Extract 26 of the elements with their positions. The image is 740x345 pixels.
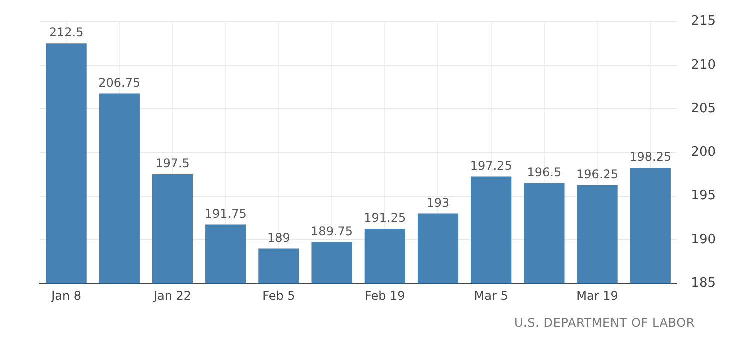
y-tick-label: 195 (691, 188, 716, 204)
x-tick-label: Mar 19 (576, 288, 618, 303)
data-label: 191.75 (204, 206, 247, 221)
y-tick-label: 205 (691, 101, 716, 116)
x-tick-label: Jan 22 (152, 288, 192, 303)
data-label: 189.75 (311, 224, 354, 238)
y-tick-label: 185 (691, 276, 716, 291)
data-label: 197.5 (156, 156, 190, 171)
y-tick-label: 215 (691, 14, 716, 30)
text: U.S. DEPARTMENT OF LABOR (514, 316, 695, 330)
data-label: 191.25 (364, 211, 406, 226)
y-tick-label: 190 (691, 232, 716, 248)
data-label: 196.25 (576, 168, 619, 182)
x-tick-label: Feb 5 (262, 288, 296, 303)
data-label: 197.25 (470, 158, 512, 173)
data-label: 212.5 (49, 26, 84, 40)
x-tick-label: Mar 5 (474, 288, 508, 303)
data-label: 189 (267, 230, 290, 245)
data-label: 193 (426, 196, 450, 210)
data-label: 196.5 (527, 165, 562, 180)
data-label: 206.75 (98, 76, 141, 90)
y-tick-label: 200 (691, 145, 716, 160)
y-tick-label: 210 (691, 58, 716, 73)
x-tick-label: Jan 8 (50, 288, 82, 303)
x-tick-label: Feb 19 (364, 288, 406, 303)
data-label: 198.25 (630, 150, 672, 164)
